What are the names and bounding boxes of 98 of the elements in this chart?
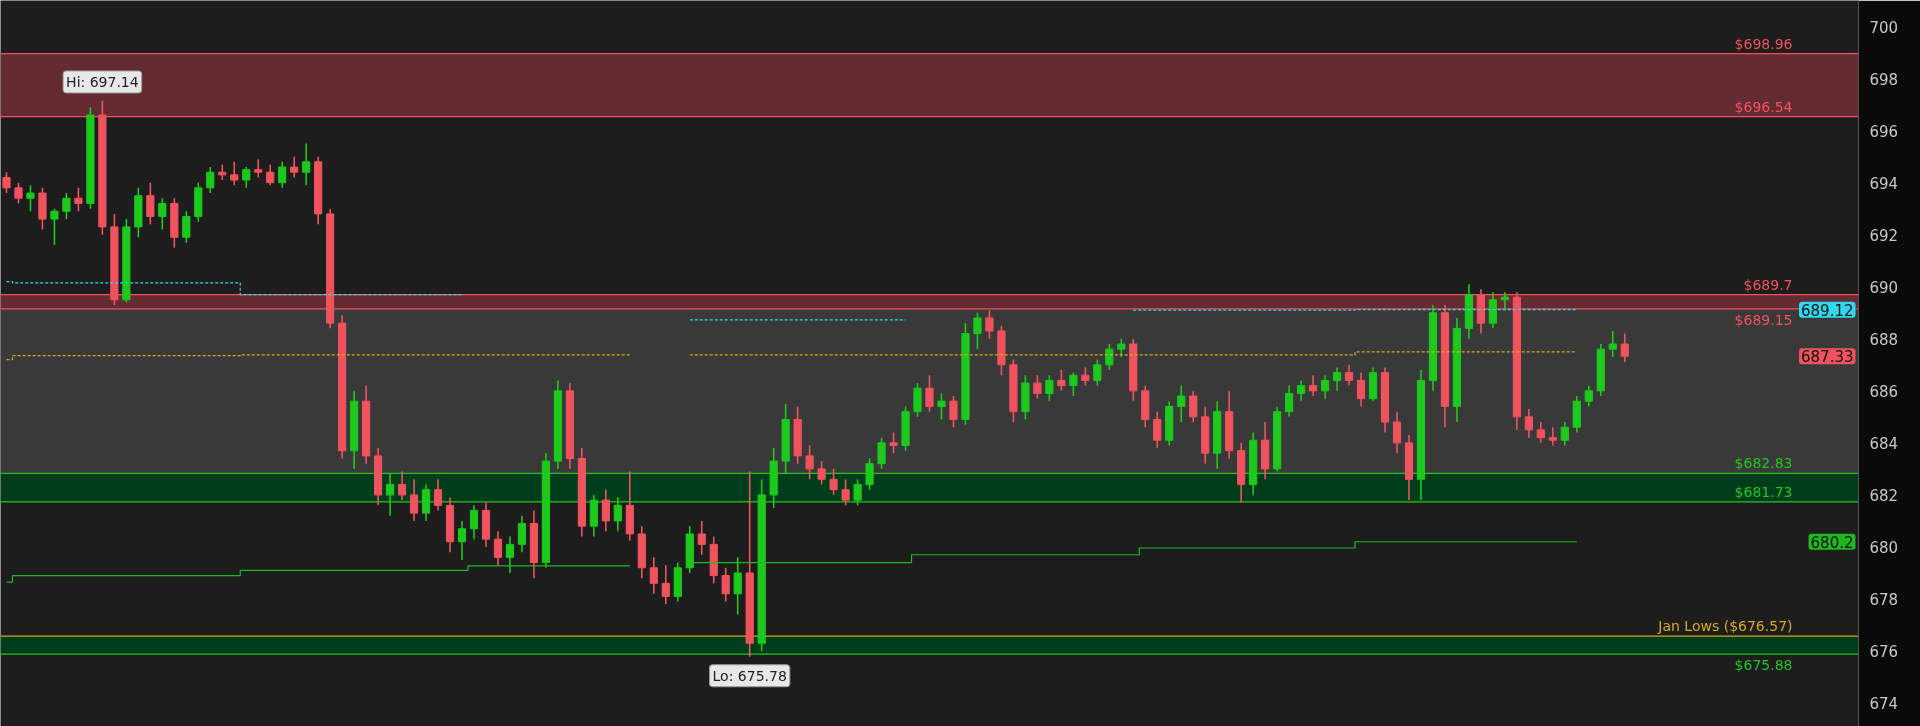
candlestick — [1524, 408, 1533, 439]
ref-line-label: Jan Lows ($676.57) — [1657, 618, 1793, 635]
candlestick — [841, 478, 850, 507]
candlestick — [949, 395, 958, 429]
candlestick — [661, 564, 670, 605]
y-tick-label: 696 — [1869, 122, 1899, 141]
annotation: Lo: 675.78 — [712, 667, 787, 684]
y-tick-label: 692 — [1869, 226, 1899, 245]
candlestick — [1356, 371, 1366, 408]
y-tick-label: 686 — [1869, 382, 1899, 401]
y-tick-label: 678 — [1869, 590, 1899, 609]
candlestick — [1320, 374, 1330, 400]
candlestick — [1500, 291, 1509, 311]
y-tick-label: 700 — [1869, 18, 1899, 37]
ref-line-label: $689.7 — [1743, 276, 1793, 293]
candlestick — [1332, 366, 1342, 392]
candlestick — [649, 556, 658, 595]
candlestick — [242, 166, 251, 189]
candlestick — [1105, 343, 1114, 371]
candlestick — [721, 566, 730, 603]
y-tick-label: 684 — [1869, 434, 1899, 453]
candlestick — [601, 488, 610, 533]
candlestick — [50, 207, 59, 246]
y-tick-label: 698 — [1869, 70, 1899, 89]
annotation: Hi: 697.14 — [66, 73, 139, 90]
y-tick-label: 690 — [1869, 278, 1899, 297]
candlestick — [1608, 330, 1617, 358]
candlestick — [1069, 371, 1078, 397]
candlestick — [1536, 421, 1545, 444]
candlestick — [973, 311, 982, 350]
y-tick-label: 676 — [1869, 643, 1899, 662]
candlestick — [1093, 358, 1102, 387]
candlestick — [829, 468, 838, 496]
candlestick — [1081, 366, 1090, 387]
candlestick — [1045, 374, 1054, 403]
candlestick — [913, 382, 922, 418]
candlestick — [1308, 374, 1318, 397]
candlestick — [409, 478, 419, 522]
candlestick — [697, 520, 706, 556]
candlestick — [505, 535, 515, 574]
candlestick — [457, 520, 467, 561]
candlestick — [1548, 426, 1557, 447]
candlestick — [1488, 291, 1497, 330]
candlestick — [517, 514, 527, 553]
candlestick — [877, 436, 886, 470]
candlestick — [433, 478, 443, 512]
candlestick — [493, 530, 503, 566]
candlestick — [1177, 384, 1186, 423]
candlestick — [302, 142, 311, 187]
candlestick — [925, 374, 934, 413]
ref-line-label: $681.73 — [1734, 483, 1793, 500]
candlestick — [1189, 390, 1198, 423]
y-tick-label: 682 — [1869, 486, 1899, 505]
candlestick — [26, 184, 35, 213]
annotation: 689.12 — [1801, 301, 1854, 320]
candlestick — [218, 163, 227, 181]
candlestick — [889, 431, 898, 455]
ref-line-label: $689.15 — [1734, 311, 1793, 328]
candlestick — [1344, 364, 1354, 387]
candlestick — [1033, 374, 1042, 400]
candlestick — [397, 470, 407, 501]
ref-line-label: $675.88 — [1734, 657, 1793, 674]
candlestick — [14, 181, 23, 205]
candlestick — [817, 460, 826, 486]
candlestick — [74, 187, 83, 213]
annotation: 687.33 — [1801, 348, 1854, 367]
ref-line-label: $696.54 — [1734, 98, 1793, 115]
candlestick — [146, 181, 155, 226]
y-tick-label: 688 — [1869, 330, 1899, 349]
ref-line-label: $682.83 — [1734, 455, 1793, 472]
candlestick — [733, 556, 742, 616]
candlestick — [1285, 384, 1294, 418]
candlestick — [805, 444, 814, 481]
candlestick — [1057, 369, 1066, 392]
y-tick-label: 694 — [1869, 174, 1899, 193]
candlestick — [266, 163, 275, 187]
candlestick — [206, 166, 215, 194]
annotation: 680.2 — [1810, 533, 1854, 552]
candlestick — [1584, 384, 1593, 408]
candlestick — [1153, 410, 1162, 449]
candlestick — [469, 504, 479, 540]
candlestick — [278, 161, 287, 189]
candlestick — [182, 210, 191, 244]
candlestick — [1392, 410, 1402, 455]
candlestick — [254, 158, 263, 179]
candlestick — [158, 197, 167, 231]
candlestick — [1297, 379, 1306, 403]
candlestick — [1620, 332, 1629, 363]
candlestick — [290, 155, 299, 179]
y-tick-label: 680 — [1869, 538, 1899, 557]
candlestick — [62, 192, 71, 220]
candlestick — [937, 392, 946, 421]
candlestick — [230, 161, 239, 187]
candlestick — [1117, 337, 1126, 358]
candlestick — [2, 171, 11, 194]
y-tick-label: 674 — [1869, 695, 1899, 714]
candlestick — [1560, 421, 1569, 447]
ref-line-label: $698.96 — [1734, 35, 1793, 52]
